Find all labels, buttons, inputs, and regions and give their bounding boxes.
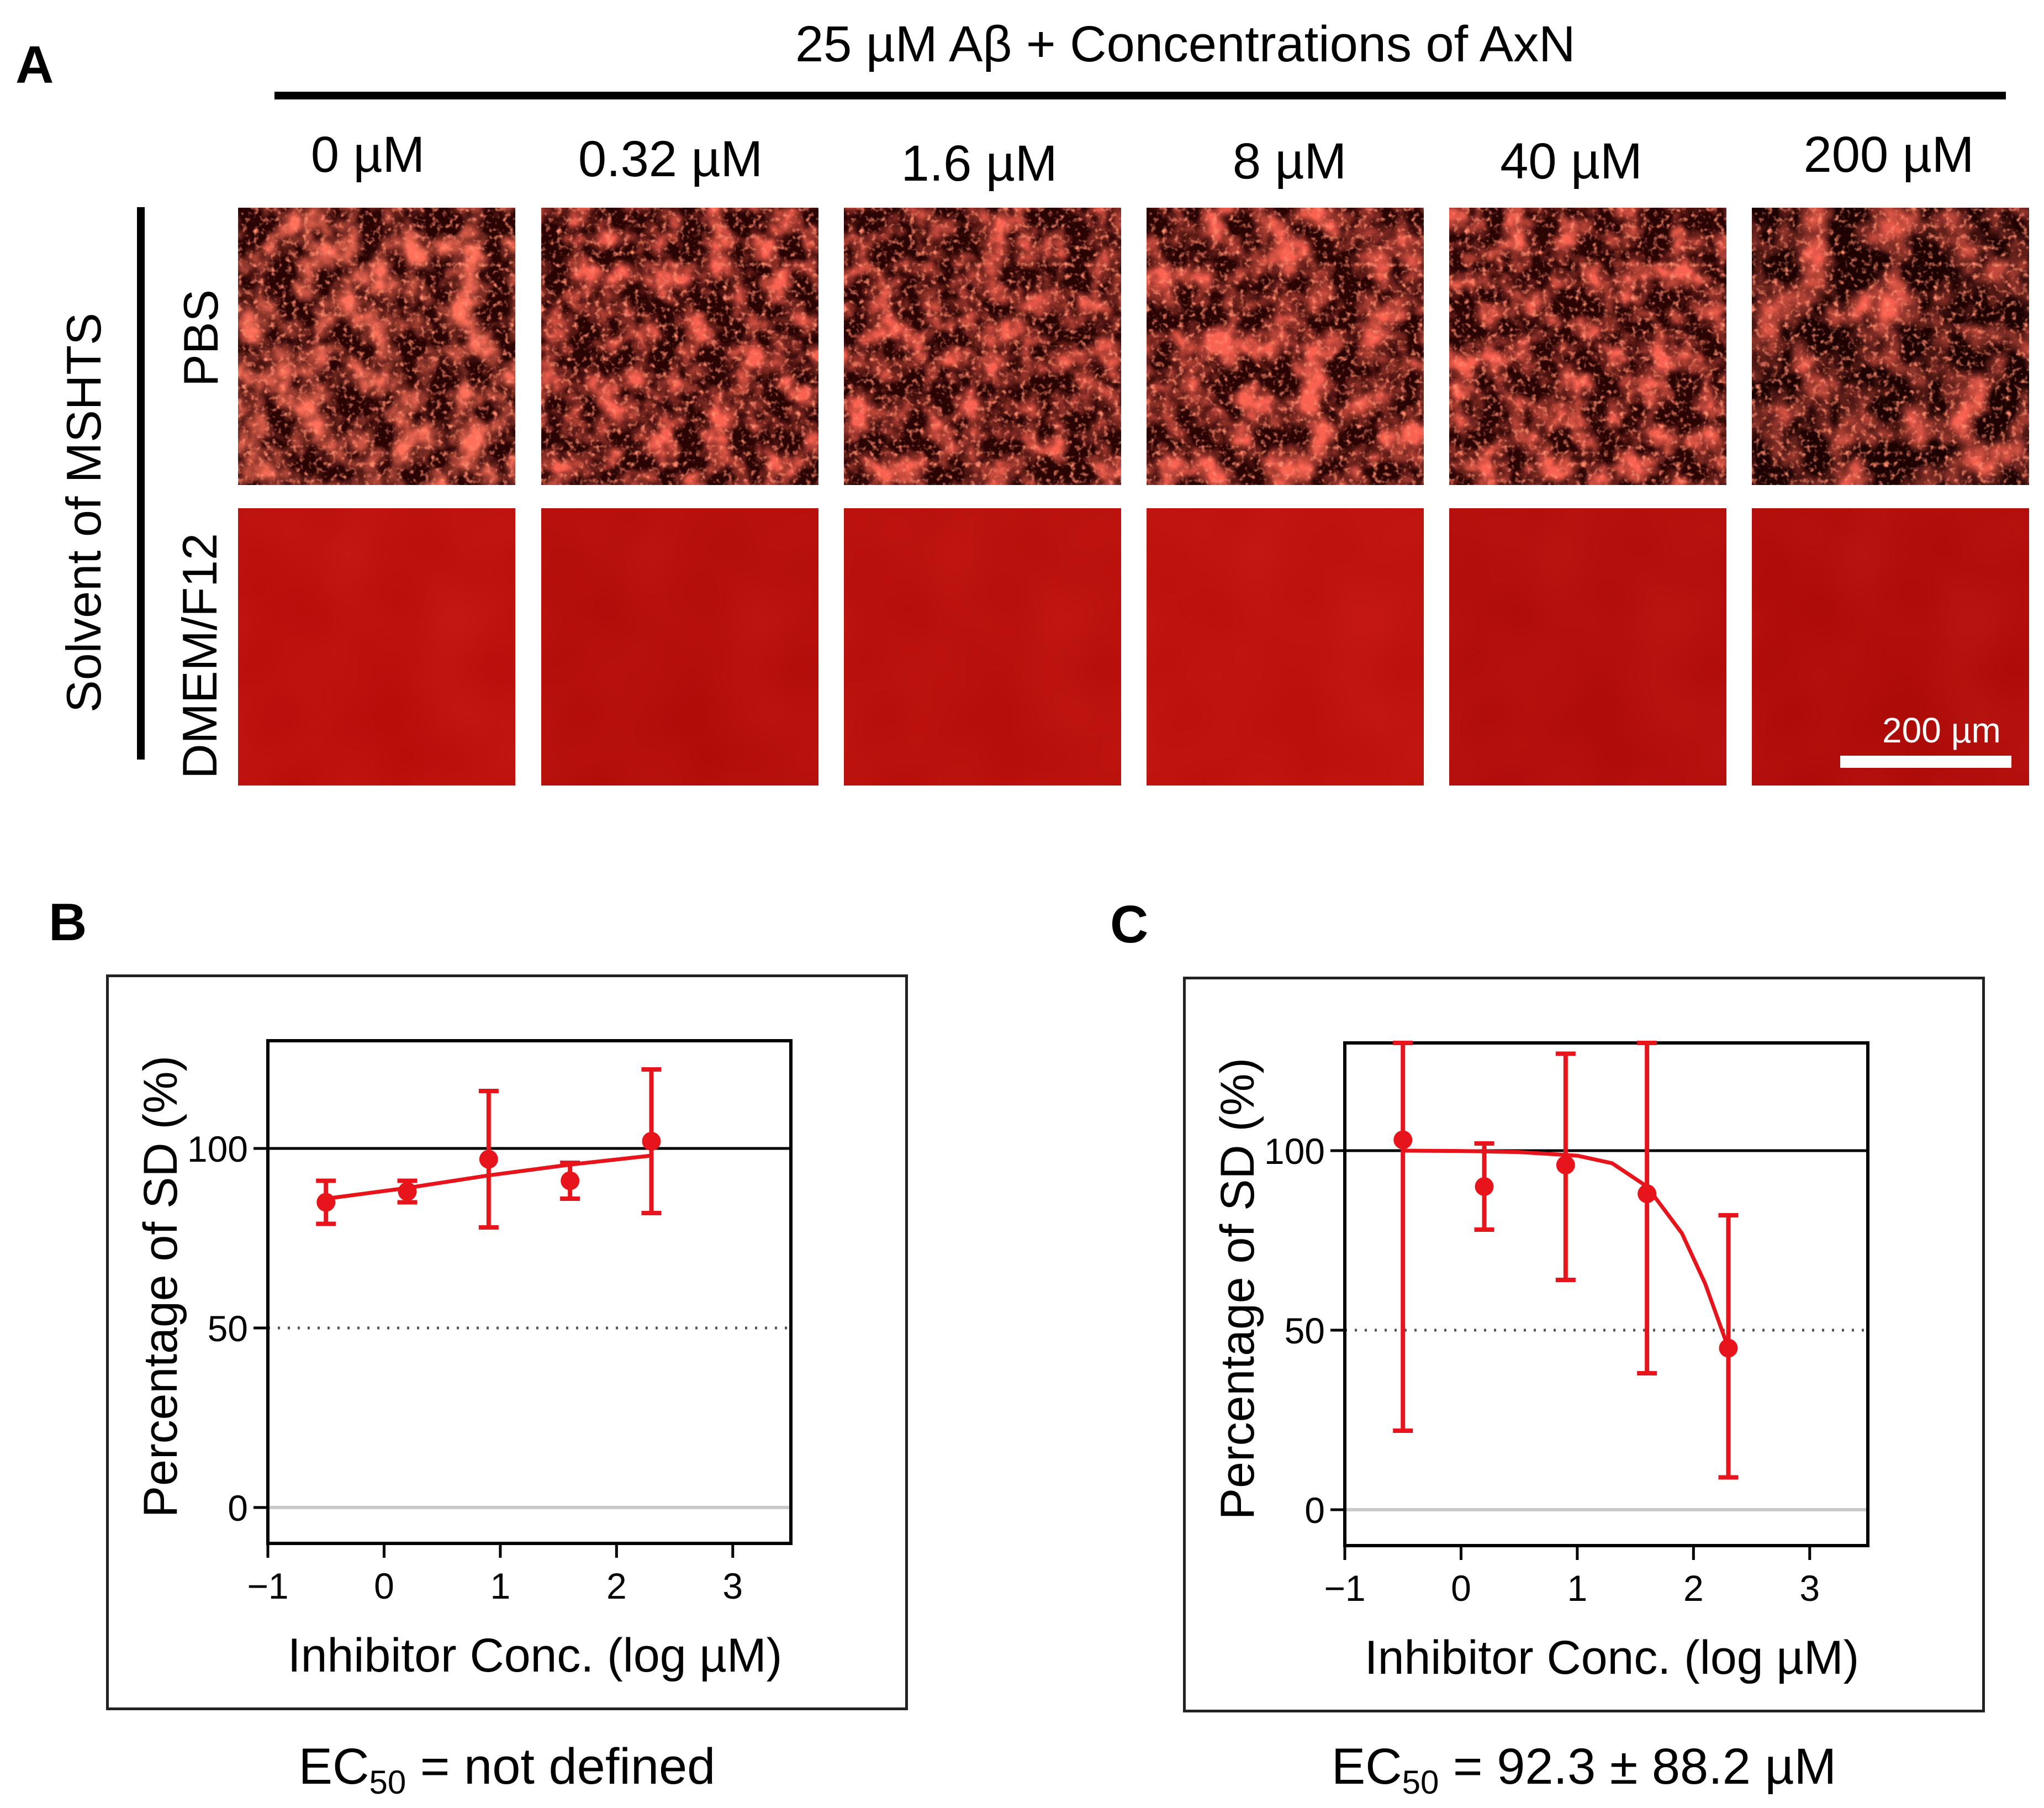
ec50-b-prefix: EC [298,1738,369,1795]
ec50-b-sub: 50 [369,1764,406,1801]
chart-b-point-0 [316,1193,336,1212]
chart-b-plot-box [266,1039,793,1545]
panel-b-letter: B [49,893,87,952]
header-rule [274,92,2006,99]
chart-b-xtick-label-0: −1 [247,1565,288,1606]
image-dmem-0 [238,508,515,786]
ec50-c-sub: 50 [1402,1764,1439,1801]
conc-label-1: 0.32 µM [578,131,763,187]
image-dmem-5 [1752,508,2029,786]
conc-label-0: 0 µM [310,126,425,183]
chart-b-point-4 [642,1132,661,1151]
chart-c-ytick-label-1: 50 [1285,1310,1325,1351]
chart-c-xtick-label-4: 3 [1799,1568,1820,1609]
ec50-c-value: = 92.3 ± 88.2 µM [1439,1738,1837,1795]
scale-bar [1840,756,2011,768]
panel-b-frame [106,974,908,1710]
chart-b-xtick-label-3: 2 [606,1565,627,1606]
chart-b-point-2 [479,1150,498,1169]
chart-b-xlabel: Inhibitor Conc. (log µM) [288,1629,783,1682]
chart-c-ytick-label-2: 100 [1264,1131,1325,1172]
row-group-label: Solvent of MSHTS [56,313,111,713]
row-label-dmem: DMEM/F12 [172,533,227,779]
conc-label-2: 1.6 µM [901,135,1058,192]
chart-b-ytick-label-0: 0 [228,1488,248,1528]
chart-b-point-1 [398,1182,417,1201]
chart-b-ylabel: Percentage of SD (%) [134,1056,187,1517]
image-dmem-3 [1147,508,1424,786]
chart-c-xtick-label-1: 0 [1451,1568,1471,1609]
image-pbs-0 [238,208,515,485]
conc-label-4: 40 µM [1500,133,1642,189]
panel-a-header: 25 µM Aβ + Concentrations of AxN [795,16,1576,72]
row-group-bar [137,207,145,760]
chart-c-ylabel: Percentage of SD (%) [1211,1058,1264,1520]
chart-c-xtick-label-0: −1 [1324,1568,1365,1609]
image-dmem-1 [541,508,818,786]
chart-c-point-0 [1393,1130,1413,1150]
chart-b-xtick-label-2: 1 [490,1565,511,1606]
chart-c-fit-curve [1403,1148,1730,1349]
chart-c-point-3 [1638,1184,1657,1203]
chart-c-point-4 [1719,1338,1738,1358]
scale-bar-label: 200 µm [1882,710,2001,750]
chart-c-point-1 [1475,1177,1494,1196]
image-pbs-3 [1147,208,1424,485]
chart-c-ytick-label-0: 0 [1304,1490,1325,1531]
panel-c-frame [1183,977,1985,1712]
ec50-c: EC50 = 92.3 ± 88.2 µM [1170,1741,1998,1799]
panel-a-letter: A [15,35,54,94]
conc-label-5: 200 µM [1803,126,1974,183]
chart-b-ytick-label-2: 100 [187,1129,248,1169]
panel-c-letter: C [1110,895,1149,954]
image-pbs-2 [844,208,1121,485]
chart-b-xtick-label-1: 0 [374,1565,394,1606]
chart-c-xlabel: Inhibitor Conc. (log µM) [1365,1631,1860,1684]
chart-c: −1 0 1 2 3 0 50 100 Inhibitor Conc. (log µM) Perc… [1211,1041,1869,1684]
chart-c-point-2 [1556,1156,1575,1174]
conc-label-3: 8 µM [1232,133,1347,189]
image-pbs-1 [541,208,818,485]
chart-b-point-3 [561,1171,580,1190]
row-label-pbs: PBS [173,289,228,387]
image-dmem-2 [844,508,1121,786]
ec50-b-value: = not defined [406,1738,716,1795]
chart-b-ytick-label-1: 50 [208,1308,248,1349]
ec50-b: EC50 = not defined [93,1741,921,1799]
chart-c-xtick-label-3: 2 [1683,1568,1704,1609]
image-pbs-5 [1752,208,2029,485]
image-dmem-4 [1449,508,1726,786]
chart-c-xtick-label-2: 1 [1567,1568,1588,1609]
image-pbs-4 [1449,208,1726,485]
chart-b: −1 0 1 2 3 0 50 100 Inhibitor Conc. (log µM) Perc… [134,1039,793,1682]
ec50-c-prefix: EC [1331,1738,1402,1795]
chart-c-plot-box [1343,1041,1869,1547]
chart-b-xtick-label-4: 3 [722,1565,743,1606]
